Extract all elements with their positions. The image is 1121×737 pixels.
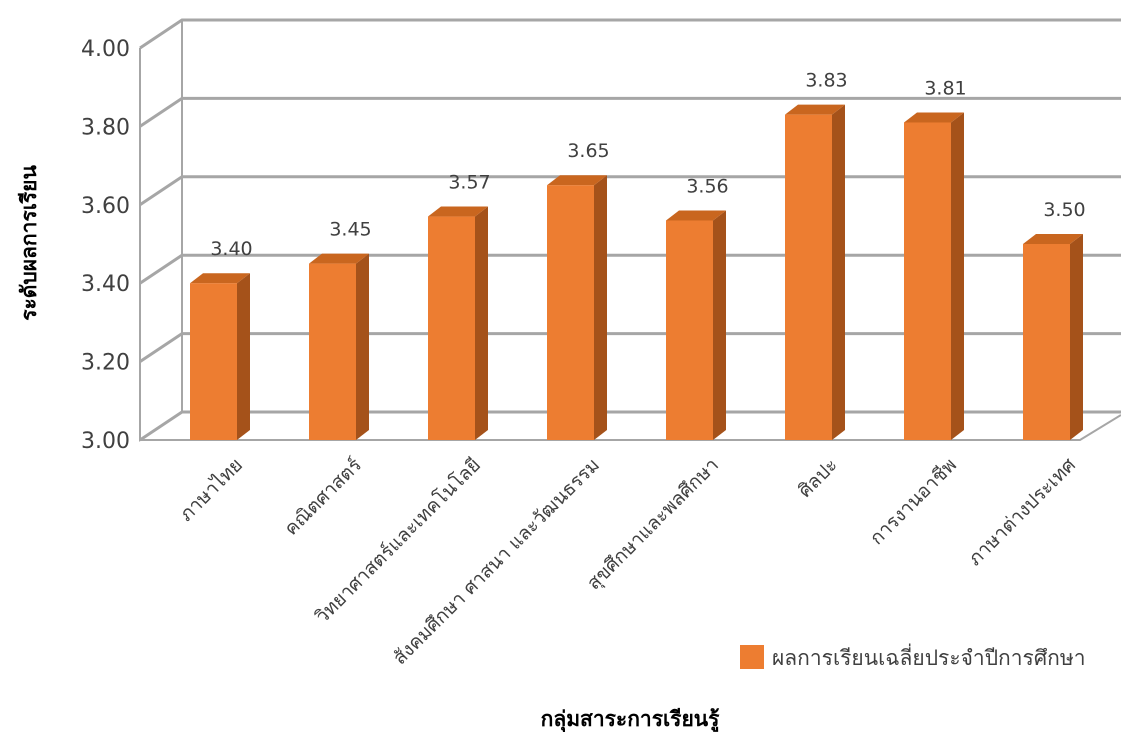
gridline — [139, 332, 1121, 363]
y-tick-label: 3.40 — [81, 272, 130, 297]
y-tick-label: 3.00 — [81, 429, 130, 454]
bar-side — [237, 273, 250, 440]
bar-front — [666, 220, 713, 440]
bar — [785, 104, 845, 440]
gridline — [139, 175, 1121, 207]
gridline — [139, 18, 1121, 50]
y-axis-title: ระดับผลการเรียน — [17, 165, 41, 321]
bar-side — [832, 104, 845, 440]
bar-side — [1070, 234, 1083, 440]
data-label: 3.81 — [924, 77, 966, 99]
data-label: 3.50 — [1043, 199, 1085, 221]
bar-top — [1023, 234, 1083, 244]
gridlines — [139, 18, 1121, 442]
bar-top — [666, 210, 726, 221]
data-label: 3.45 — [329, 219, 371, 241]
bar — [904, 112, 964, 440]
bar-top — [785, 104, 845, 115]
y-axis-ticks: 3.00 3.20 3.40 3.60 3.80 4.00 — [81, 37, 130, 454]
y-tick-label: 3.80 — [81, 115, 130, 140]
data-labels: 3.40 3.45 3.57 3.65 3.56 3.83 3.81 3.50 — [210, 70, 1085, 261]
bar — [428, 206, 488, 440]
bars — [190, 104, 1083, 440]
bar-side — [475, 206, 488, 440]
bar — [547, 175, 607, 440]
x-tick-label: คณิตศาสตร์ — [280, 454, 366, 540]
x-axis-title: กลุ่มสาระการเรียนรู้ — [541, 707, 720, 733]
gridline — [139, 96, 1121, 128]
bar — [190, 273, 250, 440]
bar-top — [309, 253, 369, 264]
bar-front — [904, 122, 951, 440]
bar-top — [190, 273, 250, 284]
bar-side — [594, 175, 607, 440]
x-tick-label: สังคมศึกษา ศาสนา และวัฒนธรรม — [389, 454, 604, 669]
bar — [309, 253, 369, 440]
x-axis-category-labels: ภาษาไทย คณิตศาสตร์วิทยาศาสตร์และเทคโนโลยี… — [175, 453, 1080, 669]
data-label: 3.65 — [567, 140, 609, 162]
data-label: 3.40 — [210, 238, 252, 260]
bar-front — [309, 263, 356, 440]
x-tick-label: ภาษาต่างประเทศ — [964, 454, 1080, 570]
legend-swatch — [740, 645, 764, 669]
bar-top — [428, 206, 488, 217]
bar-side — [356, 253, 369, 440]
legend-label: ผลการเรียนเฉลี่ยประจำปีการศึกษา — [772, 643, 1086, 670]
bar-front — [547, 185, 594, 440]
bar — [666, 210, 726, 440]
wall-edge — [139, 20, 183, 442]
legend: ผลการเรียนเฉลี่ยประจำปีการศึกษา — [740, 643, 1086, 670]
x-tick-label: ศิลปะ — [794, 454, 842, 502]
x-tick-label: การงานอาชีพ — [866, 454, 961, 549]
bar-side — [951, 112, 964, 440]
x-tick-label: ภาษาไทย — [175, 454, 247, 526]
y-tick-label: 4.00 — [81, 37, 130, 62]
bar-front — [190, 283, 237, 440]
data-label: 3.83 — [805, 70, 847, 92]
bar-front — [1023, 244, 1070, 440]
floor-edge — [140, 414, 1121, 441]
y-tick-label: 3.20 — [81, 351, 130, 376]
bar-front — [428, 216, 475, 440]
data-label: 3.56 — [686, 175, 728, 197]
bar-top — [547, 175, 607, 186]
bar-top — [904, 112, 964, 123]
gridline — [139, 253, 1121, 285]
bar-front — [785, 114, 832, 440]
data-label: 3.57 — [448, 172, 490, 194]
gridline — [139, 410, 1121, 442]
bar-side — [713, 210, 726, 440]
x-tick-label: สุขศึกษาและพลศึกษา — [583, 454, 724, 595]
bar — [1023, 234, 1083, 440]
y-tick-label: 3.60 — [81, 194, 130, 219]
